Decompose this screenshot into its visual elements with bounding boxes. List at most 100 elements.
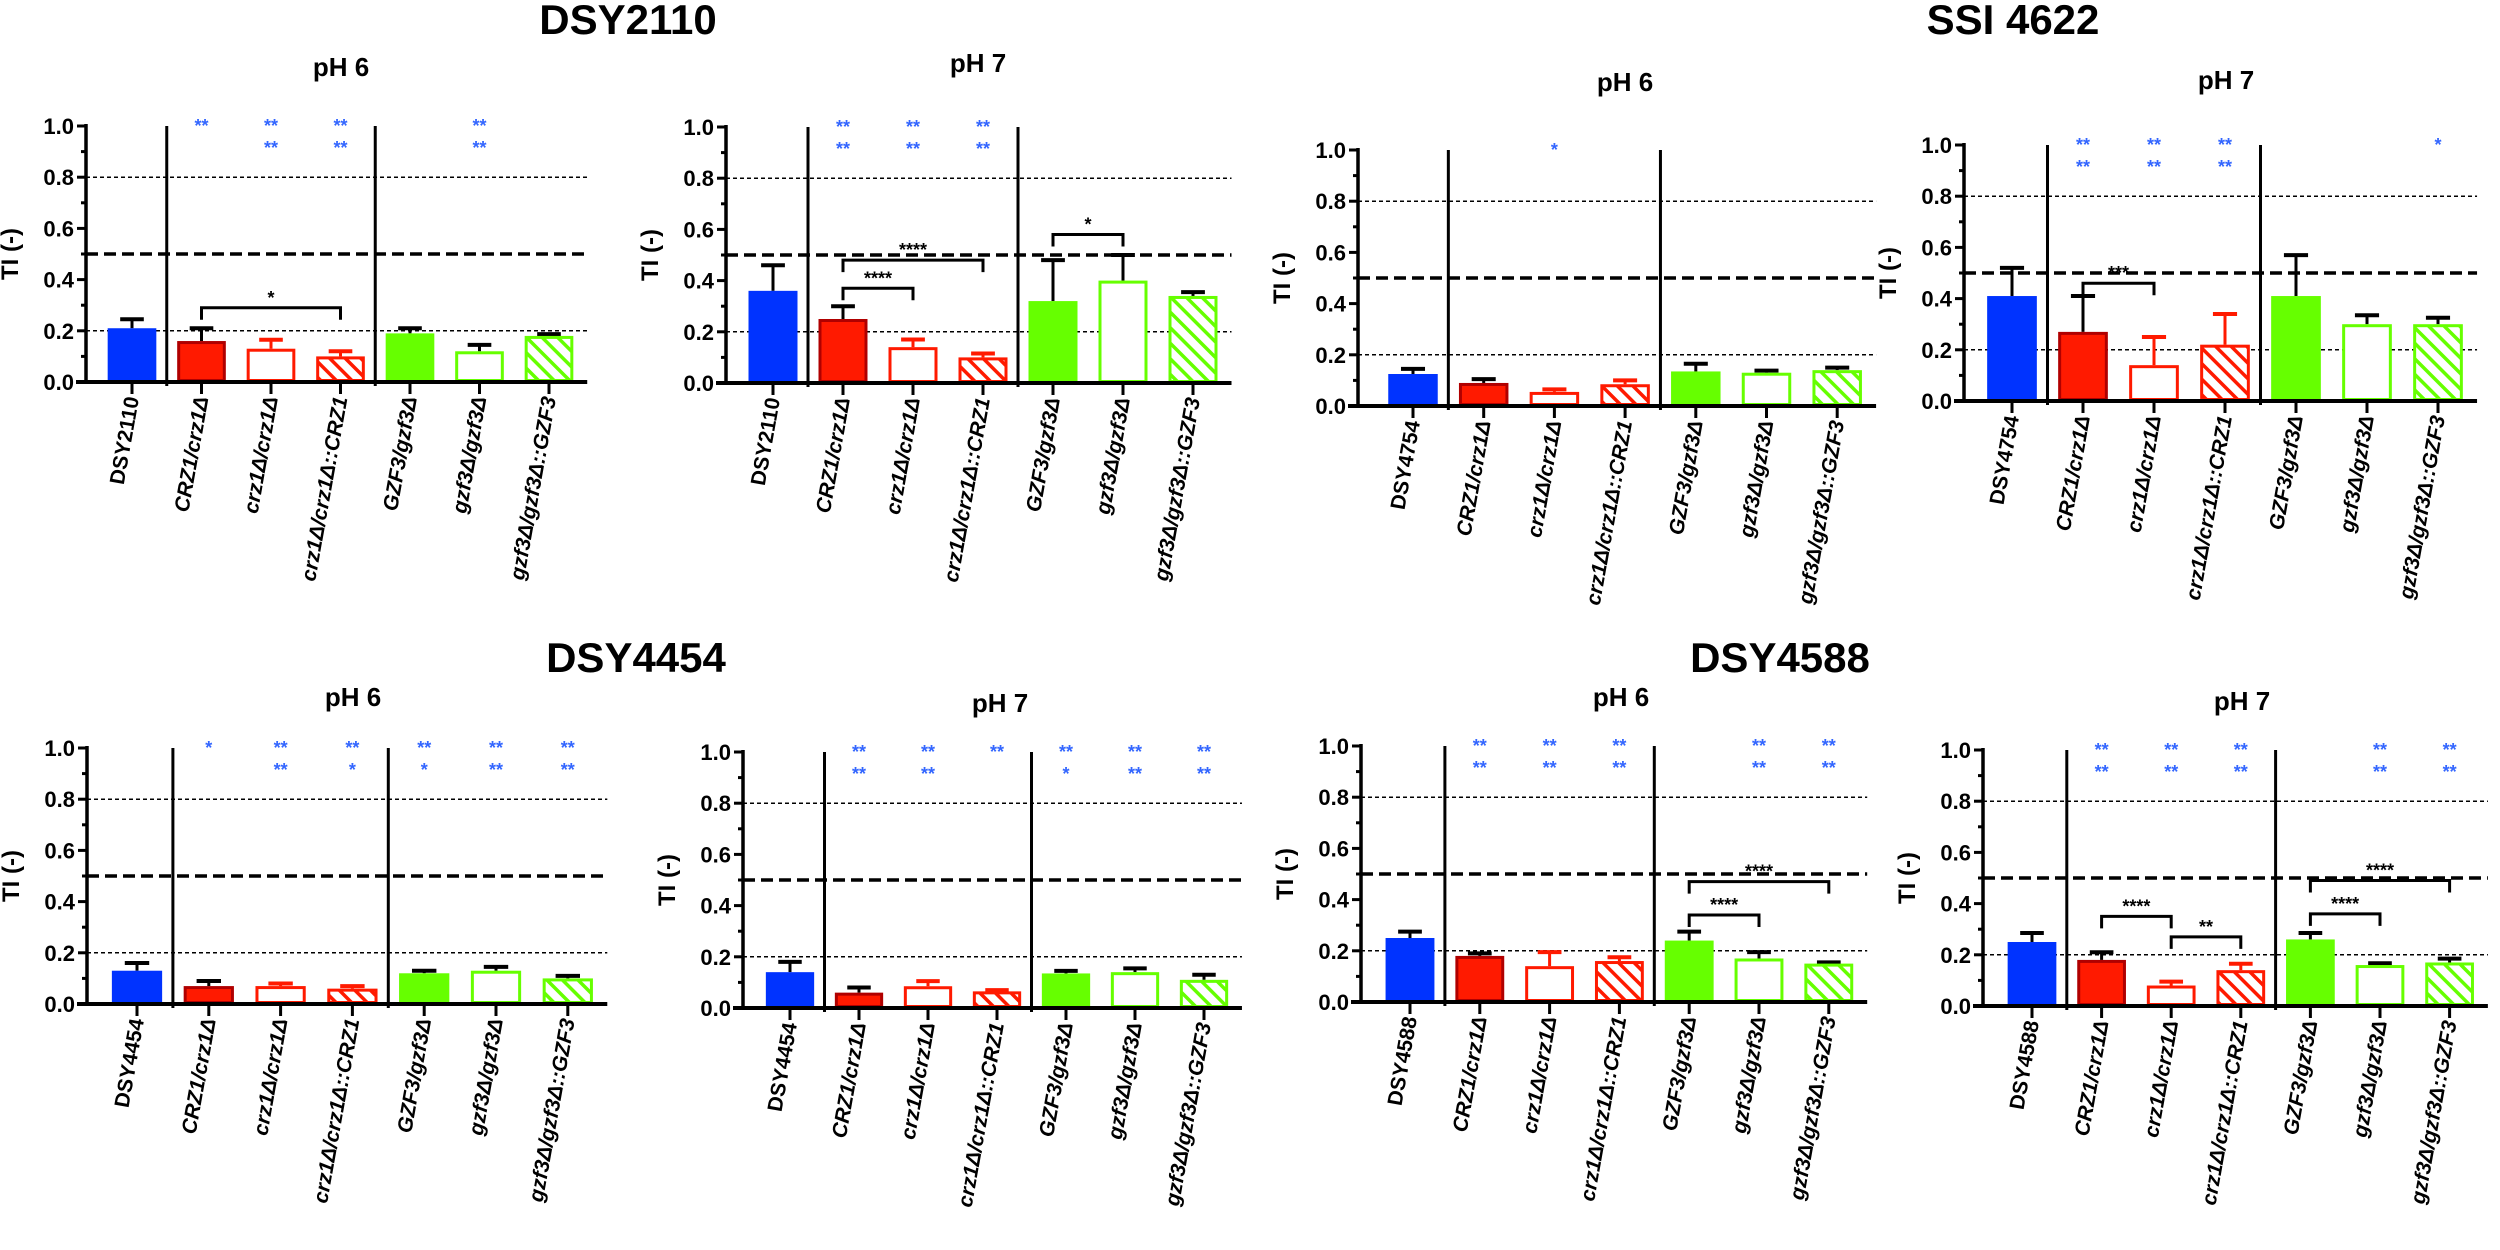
comparison-bracket	[2308, 912, 2382, 926]
y-axis-label: TI (-)	[0, 850, 25, 902]
significance-stars: **	[417, 738, 431, 758]
bar	[1179, 979, 1229, 1009]
x-tick-label: GZF3/gzf3Δ	[2265, 414, 2308, 532]
y-tick-label: 0.4	[44, 890, 75, 915]
x-tick-label: GZF3/gzf3Δ	[379, 395, 422, 513]
y-axis-label: TI (-)	[1272, 848, 1299, 900]
y-tick-label: 0.8	[1315, 189, 1346, 214]
x-tick-label: gzf3Δ/gzf3Δ::GZF3	[1794, 419, 1849, 607]
y-tick-label: 0.8	[700, 791, 731, 816]
y-tick-label: 1.0	[1318, 734, 1349, 759]
bar	[1168, 295, 1218, 383]
significance-stars: **	[489, 738, 503, 758]
x-tick-label: GZF3/gzf3Δ	[2280, 1019, 2323, 1137]
y-axis-label: TI (-)	[1875, 247, 1902, 299]
x-tick-label: CRZ1/crz1Δ	[1449, 1015, 1492, 1134]
panel-ssi4622-ph6: pH 6 DSY4754 CRZ1/crz1Δ * crz1Δ/crz1Δ crz1Δ/c…	[1269, 67, 1877, 607]
x-tick-label: gzf3Δ/gzf3Δ::GZF3	[525, 1017, 580, 1205]
y-tick-label: 0.4	[1318, 888, 1349, 913]
bar	[2129, 365, 2179, 402]
group-title-ssi4622: SSI 4622	[1927, 0, 2100, 43]
y-tick-label: 0.2	[683, 320, 714, 345]
y-tick-label: 1.0	[700, 740, 731, 765]
bar	[2286, 939, 2335, 1006]
bracket-label: *	[267, 288, 274, 308]
y-tick-label: 0.8	[1940, 789, 1971, 814]
panel-title: pH 6	[1597, 67, 1653, 97]
y-tick-label: 0.2	[1315, 343, 1346, 368]
comparison-bracket	[1051, 233, 1125, 247]
y-tick-label: 0.6	[700, 842, 731, 867]
significance-stars: **	[906, 117, 920, 137]
bar	[2216, 970, 2266, 1006]
bar	[524, 335, 574, 383]
panel-title: pH 7	[972, 688, 1028, 718]
bar	[958, 357, 1008, 383]
significance-stars: **	[194, 116, 208, 136]
bar	[1455, 955, 1505, 1002]
y-tick-label: 0.4	[1940, 892, 1971, 917]
significance-stars: *	[2434, 135, 2441, 155]
bar	[748, 290, 798, 383]
significance-stars: **	[976, 139, 990, 159]
panel-dsy4454-ph6: pH 6DSY4454*CRZ1/crz1Δ****crz1Δ/crz1Δ***…	[0, 682, 608, 1205]
y-tick-label: 0.4	[1921, 287, 1952, 312]
bracket-label: ****	[899, 240, 927, 260]
x-tick-label: CRZ1/crz1Δ	[812, 396, 855, 515]
x-tick-label: GZF3/gzf3Δ	[1035, 1021, 1078, 1139]
significance-stars: **	[906, 139, 920, 159]
significance-stars: *	[349, 760, 356, 780]
significance-stars: **	[2234, 740, 2248, 760]
comparison-bracket	[2081, 281, 2156, 296]
significance-stars: **	[472, 116, 486, 136]
x-tick-label: crz1Δ/crz1Δ	[882, 396, 925, 516]
significance-stars: **	[836, 117, 850, 137]
x-tick-label: crz1Δ/crz1Δ	[897, 1021, 940, 1141]
significance-stars: **	[1473, 758, 1487, 778]
significance-stars: **	[1543, 736, 1557, 756]
x-tick-label: crz1Δ/crz1Δ	[2140, 1019, 2183, 1139]
significance-stars: **	[1543, 758, 1557, 778]
y-tick-label: 0.8	[44, 787, 75, 812]
significance-stars: **	[274, 760, 288, 780]
y-axis-label: TI (-)	[1894, 852, 1921, 904]
significance-stars: **	[921, 742, 935, 762]
bar	[183, 986, 234, 1005]
x-tick-label: crz1Δ/crz1Δ	[1523, 419, 1566, 539]
x-tick-label: GZF3/gzf3Δ	[1665, 419, 1708, 537]
y-tick-label: 0.0	[43, 370, 74, 395]
x-tick-label: DSY4754	[1387, 419, 1425, 512]
significance-stars: **	[333, 138, 347, 158]
y-tick-label: 0.2	[1921, 338, 1952, 363]
significance-stars: **	[2218, 157, 2232, 177]
panel-title: pH 7	[2198, 65, 2254, 95]
significance-stars: **	[1612, 736, 1626, 756]
bar	[903, 986, 953, 1008]
bar	[327, 988, 378, 1005]
significance-stars: **	[2373, 740, 2387, 760]
significance-stars: **	[2147, 157, 2161, 177]
significance-stars: **	[1059, 742, 1073, 762]
y-tick-label: 0.0	[1940, 994, 1971, 1019]
bracket-label: ****	[2366, 861, 2394, 881]
significance-stars: **	[2147, 135, 2161, 155]
y-tick-label: 0.6	[44, 838, 75, 863]
x-tick-label: crz1Δ/crz1Δ::CRZ1	[940, 396, 995, 584]
y-tick-label: 0.6	[1940, 840, 1971, 865]
y-tick-label: 1.0	[43, 114, 74, 139]
bar	[818, 319, 868, 383]
bar	[542, 978, 593, 1005]
x-tick-label: crz1Δ/crz1Δ	[2123, 414, 2166, 534]
bar	[1525, 966, 1575, 1002]
bar	[177, 341, 226, 383]
significance-stars: **	[1197, 742, 1211, 762]
y-tick-label: 1.0	[1940, 738, 1971, 763]
x-tick-label: gzf3Δ/gzf3Δ::GZF3	[2406, 1019, 2461, 1207]
y-tick-label: 0.0	[44, 992, 75, 1017]
bracket-label: *	[1084, 215, 1091, 235]
panel-title: pH 7	[950, 48, 1006, 78]
y-axis-label: TI (-)	[654, 854, 681, 906]
significance-stars: **	[274, 738, 288, 758]
y-tick-label: 0.8	[683, 166, 714, 191]
bracket-label: ****	[1710, 895, 1738, 915]
